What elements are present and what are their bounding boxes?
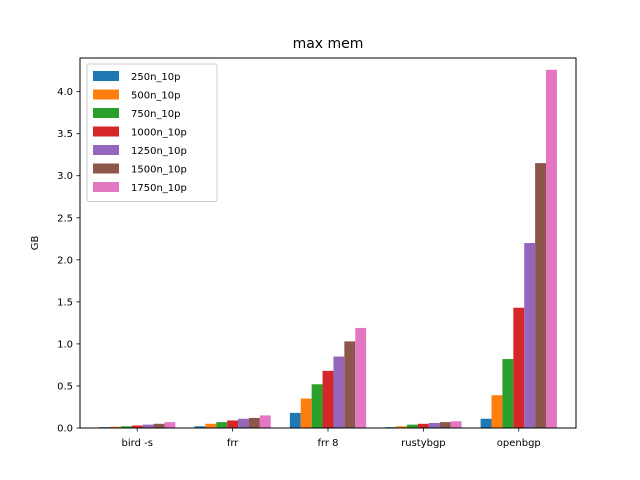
- x-tick-label: frr 8: [317, 438, 338, 449]
- legend-swatch: [93, 163, 119, 174]
- y-axis-label: GB: [30, 236, 41, 251]
- bar-1500n_10p-frr-8: [344, 341, 356, 428]
- bar-750n_10p-openbgp: [502, 359, 514, 428]
- y-tick-label: 3.5: [57, 129, 73, 140]
- bar-1750n_10p-frr-8: [355, 327, 367, 428]
- y-tick-label: 4.0: [57, 87, 73, 98]
- bar-250n_10p-frr: [194, 426, 206, 428]
- bar-1750n_10p-frr: [259, 415, 271, 428]
- bar-500n_10p-openbgp: [491, 395, 503, 428]
- bar-250n_10p-openbgp: [480, 418, 492, 428]
- legend-label: 1000n_10p: [131, 128, 187, 139]
- bar-1250n_10p-frr-8: [333, 356, 345, 428]
- bar-750n_10p-frr-8: [311, 384, 323, 428]
- bar-250n_10p-frr-8: [289, 412, 301, 428]
- legend: 250n_10p 500n_10p 750n_10p 1000n_10p 1250n_1…: [86, 63, 218, 202]
- bar-500n_10p-bird--s: [109, 426, 121, 428]
- y-tick-label: 0.0: [57, 424, 73, 435]
- x-tick-label: bird -s: [122, 438, 153, 449]
- bar-500n_10p-rustybgp: [396, 426, 408, 428]
- y-tick-label: 0.5: [57, 381, 73, 392]
- y-axis: 0.0 0.5 1.0 1.5 2.0 2.5 3.0 3.5 4.0: [57, 87, 80, 435]
- bar-1000n_10p-bird--s: [131, 425, 143, 428]
- x-tick-label: rustybgp: [401, 438, 446, 449]
- legend-swatch: [93, 126, 119, 137]
- chart-title: max mem: [293, 36, 364, 52]
- y-tick-label: 3.0: [57, 171, 73, 182]
- bar-500n_10p-frr-8: [300, 398, 312, 428]
- bar-1000n_10p-rustybgp: [417, 423, 429, 428]
- bar-500n_10p-frr: [205, 423, 217, 428]
- legend-swatch: [93, 182, 119, 192]
- bar-1500n_10p-openbgp: [535, 163, 547, 428]
- bar-1750n_10p-rustybgp: [450, 421, 462, 428]
- x-axis: bird -s frr frr 8 rustybgp openbgp: [122, 428, 541, 449]
- y-tick-label: 2.5: [57, 213, 73, 224]
- bar-1250n_10p-bird--s: [142, 424, 154, 428]
- legend-swatch: [93, 108, 119, 118]
- bar-1250n_10p-rustybgp: [428, 422, 440, 428]
- bar-750n_10p-rustybgp: [407, 424, 418, 428]
- legend-swatch: [93, 145, 119, 155]
- bar-750n_10p-bird--s: [120, 426, 132, 428]
- legend-label: 1750n_10p: [131, 183, 187, 194]
- legend-label: 250n_10p: [131, 72, 181, 83]
- bar-1500n_10p-frr: [248, 417, 260, 428]
- bar-1500n_10p-rustybgp: [439, 422, 451, 428]
- bar-1750n_10p-openbgp: [546, 69, 557, 428]
- legend-swatch: [93, 89, 119, 100]
- legend-label: 1250n_10p: [131, 146, 187, 157]
- legend-label: 1500n_10p: [131, 165, 187, 176]
- bar-1500n_10p-bird--s: [153, 423, 165, 428]
- y-tick-label: 2.0: [57, 255, 73, 266]
- legend-label: 750n_10p: [131, 109, 181, 120]
- legend-frame: [86, 63, 218, 202]
- bar-1250n_10p-frr: [238, 418, 249, 428]
- bar-1000n_10p-frr-8: [322, 370, 334, 428]
- bar-1250n_10p-openbgp: [524, 243, 536, 428]
- bar-1000n_10p-openbgp: [513, 307, 525, 428]
- bar-750n_10p-frr: [216, 422, 228, 428]
- bar-1000n_10p-frr: [227, 420, 239, 428]
- y-tick-label: 1.5: [57, 297, 73, 308]
- x-tick-label: frr: [227, 438, 239, 449]
- bar-1750n_10p-bird--s: [164, 422, 176, 428]
- y-tick-label: 1.0: [57, 339, 73, 350]
- x-tick-label: openbgp: [497, 438, 541, 449]
- legend-swatch: [93, 71, 119, 81]
- legend-label: 500n_10p: [131, 91, 181, 102]
- bars-group: [99, 69, 557, 428]
